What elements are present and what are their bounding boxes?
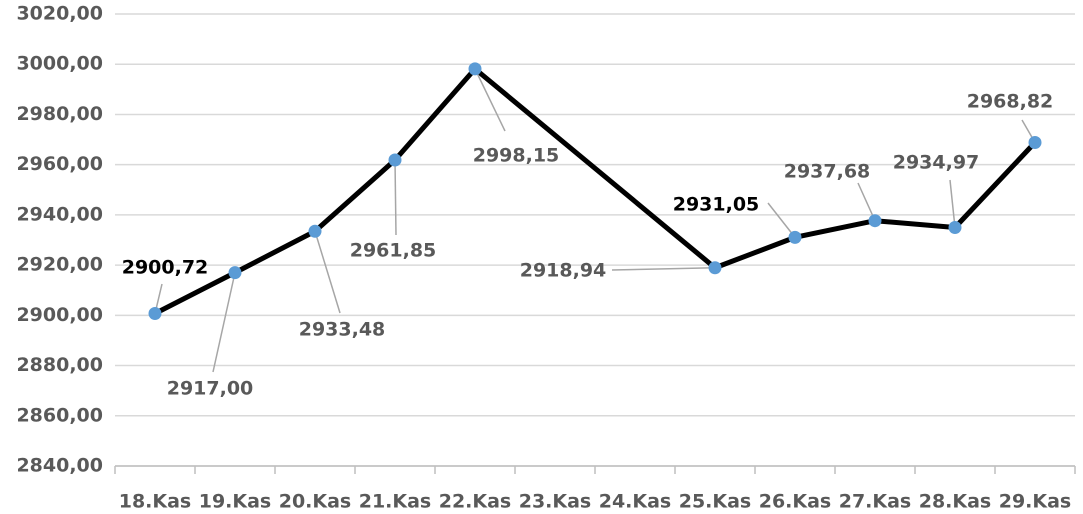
- leader-line: [949, 179, 956, 228]
- x-tick-label: 21.Kas: [359, 491, 432, 513]
- line-segment: [472, 66, 718, 271]
- data-label: 2934,97: [893, 152, 980, 174]
- marker: [388, 153, 402, 167]
- data-label: 2917,00: [167, 378, 254, 400]
- x-tick-label: 25.Kas: [679, 491, 752, 513]
- line-segment: [712, 234, 798, 271]
- line-segment: [312, 157, 398, 234]
- x-tick-label: 26.Kas: [759, 491, 832, 513]
- y-tick-label: 2960,00: [16, 153, 103, 175]
- x-tick-label: 27.Kas: [839, 491, 912, 513]
- y-tick-label: 2900,00: [16, 304, 103, 326]
- data-label: 2968,82: [967, 91, 1054, 113]
- leader-line: [314, 231, 341, 314]
- leader-line: [394, 160, 397, 236]
- marker: [948, 221, 962, 235]
- data-label: 2931,05: [673, 194, 760, 216]
- x-tick-label: 18.Kas: [119, 491, 192, 513]
- leader-line: [611, 267, 716, 271]
- data-label: 2937,68: [784, 161, 871, 183]
- x-tick-label: 20.Kas: [279, 491, 352, 513]
- x-tick-label: 23.Kas: [519, 491, 592, 513]
- marker: [708, 261, 722, 275]
- leader-line: [857, 182, 876, 222]
- x-tick-label: 28.Kas: [919, 491, 992, 513]
- y-tick-label: 3020,00: [16, 3, 103, 25]
- x-tick-label: 29.Kas: [999, 491, 1072, 513]
- marker: [868, 214, 882, 228]
- marker: [788, 230, 802, 244]
- data-label: 2933,48: [299, 319, 386, 341]
- marker: [468, 62, 482, 76]
- x-tick-label: 24.Kas: [599, 491, 672, 513]
- y-tick-label: 2980,00: [16, 103, 103, 125]
- y-tick-label: 2860,00: [16, 404, 103, 426]
- line-segment: [152, 270, 238, 317]
- data-label: 2961,85: [350, 240, 437, 262]
- line-segment: [232, 228, 318, 276]
- line-segment: [792, 218, 878, 240]
- line-segment: [392, 66, 478, 163]
- marker: [1028, 136, 1042, 150]
- leader-line: [767, 202, 796, 238]
- data-label: 2900,72: [122, 257, 209, 279]
- line-segment: [872, 218, 958, 231]
- y-tick-label: 2880,00: [16, 354, 103, 376]
- marker: [148, 307, 162, 321]
- x-tick-label: 22.Kas: [439, 491, 512, 513]
- line-segment: [952, 140, 1038, 231]
- data-label: 2998,15: [473, 145, 560, 167]
- marker: [228, 266, 242, 280]
- y-tick-label: 2840,00: [16, 455, 103, 477]
- x-tick-label: 19.Kas: [199, 491, 272, 513]
- y-tick-label: 3000,00: [16, 53, 103, 75]
- data-label: 2918,94: [520, 260, 607, 282]
- leader-line: [474, 68, 506, 132]
- marker: [308, 224, 322, 238]
- leader-line: [212, 272, 236, 373]
- y-tick-label: 2940,00: [16, 203, 103, 225]
- y-tick-label: 2920,00: [16, 254, 103, 276]
